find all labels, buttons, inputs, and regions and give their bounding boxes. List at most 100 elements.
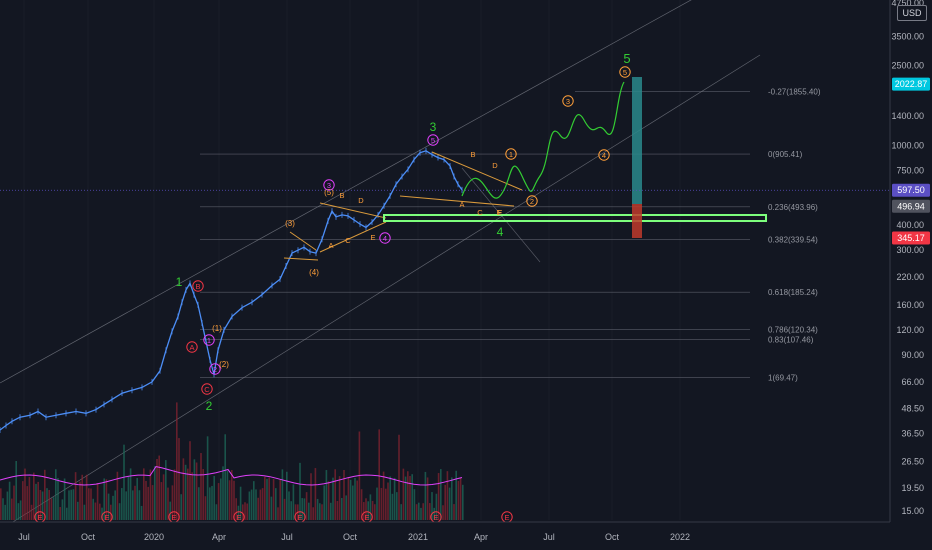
price-label-bg xyxy=(892,183,930,197)
volume-bar xyxy=(24,468,26,520)
volume-bar xyxy=(279,479,281,520)
volume-bar xyxy=(4,504,6,520)
volume-bar xyxy=(191,472,193,520)
volume-bar xyxy=(305,492,308,520)
volume-bar xyxy=(112,495,114,520)
volume-bar xyxy=(50,498,53,520)
volume-bar xyxy=(283,498,286,520)
fib-label: 0(905.41) xyxy=(768,150,803,159)
earnings-marker: E xyxy=(104,513,109,522)
drawings xyxy=(283,77,767,261)
volume-bar xyxy=(255,489,257,520)
volume-bar xyxy=(424,471,427,520)
volume-bar xyxy=(451,477,453,520)
wave-red-b-circle xyxy=(192,280,204,292)
volume-bar xyxy=(327,481,330,520)
time-tick: Oct xyxy=(343,532,358,542)
volume-bar xyxy=(435,493,438,520)
volume-bar xyxy=(202,469,204,520)
volume-bar xyxy=(85,474,88,520)
price-tick: 66.00 xyxy=(901,377,924,387)
volume-bar xyxy=(90,488,92,520)
wave4-lower xyxy=(399,195,515,207)
volume-bar xyxy=(404,476,407,520)
volume-bar xyxy=(429,503,431,520)
wave-orange-circled-1: 1 xyxy=(509,150,513,159)
volume-bar xyxy=(319,503,321,520)
volume-bar xyxy=(235,498,237,520)
volume-bar xyxy=(413,489,416,520)
wave-orange-circled-5-circle xyxy=(619,66,631,78)
volume-bar xyxy=(264,476,266,520)
volume-bar xyxy=(116,471,119,520)
volume-bar xyxy=(244,502,246,520)
volume-bar xyxy=(37,481,39,520)
volume-bar xyxy=(26,486,28,520)
wave-magenta-3: 3 xyxy=(327,181,331,190)
volume-bar xyxy=(2,498,4,520)
earnings-marker: E xyxy=(364,513,369,522)
volume-bar xyxy=(277,507,279,520)
volume-bar xyxy=(136,477,138,520)
wave-red-b: B xyxy=(195,282,200,291)
volume-bar xyxy=(389,476,391,520)
volume-bar xyxy=(341,498,343,520)
correction-letter: B xyxy=(339,191,344,200)
wave-magenta-2: 2 xyxy=(213,365,217,374)
correction-letter: C xyxy=(345,236,351,245)
fib-label: -0.27(1855.40) xyxy=(768,88,821,97)
volume-bar xyxy=(154,466,156,520)
correction-letter: E xyxy=(496,208,501,217)
volume-bar xyxy=(391,493,394,520)
volume-bar xyxy=(94,502,97,520)
volume-bars xyxy=(0,402,464,520)
fib-label: 0.83(107.46) xyxy=(768,336,814,345)
volume-bar xyxy=(28,477,31,520)
volume-bar xyxy=(48,489,50,520)
volume-bar xyxy=(288,491,290,520)
volume-bar xyxy=(83,504,86,520)
time-axis-bg xyxy=(0,522,932,550)
volume-bar xyxy=(398,434,400,520)
price-label-bg xyxy=(892,231,930,245)
volume-bar xyxy=(158,455,160,520)
wave-orange-circled-2: 2 xyxy=(530,197,534,206)
volume-bar xyxy=(367,501,369,520)
volume-bar xyxy=(347,477,350,520)
volume-bar xyxy=(455,470,457,520)
volume-bar xyxy=(360,489,363,520)
volume-bar xyxy=(77,501,79,520)
grid xyxy=(23,0,681,520)
volume-bar xyxy=(312,507,314,520)
volume-bar xyxy=(352,485,354,520)
wave-green-5: 5 xyxy=(623,51,630,66)
wave-orange-circled-4-circle xyxy=(598,149,610,161)
earnings-marker: E xyxy=(171,513,176,522)
volume-bar xyxy=(72,489,75,520)
wave-orange-paren-2: (2) xyxy=(219,360,229,369)
currency-label[interactable]: USD xyxy=(897,5,927,21)
volume-bar xyxy=(431,492,433,520)
volume-bar xyxy=(96,483,99,520)
volume-bar xyxy=(385,488,387,520)
volume-bar xyxy=(125,491,127,520)
volume-bar xyxy=(231,470,233,520)
correction-letter: B xyxy=(470,150,475,159)
volume-bar xyxy=(345,495,347,520)
volume-bar xyxy=(422,503,424,520)
time-tick: Jul xyxy=(281,532,293,542)
projection-path xyxy=(461,81,625,199)
volume-bar xyxy=(334,469,336,520)
price-label: 496.94 xyxy=(897,201,925,211)
volume-bar xyxy=(0,488,2,520)
volume-bar xyxy=(369,494,372,520)
price-label-bg xyxy=(892,199,930,213)
wave-orange-paren-1: (1) xyxy=(212,324,222,333)
volume-bar xyxy=(396,492,398,520)
wave-magenta-1: 1 xyxy=(207,336,211,345)
volume-bar xyxy=(59,507,61,520)
volume-bar xyxy=(134,485,136,520)
pennant-upper xyxy=(289,231,317,251)
fib-label: 0.236(493.96) xyxy=(768,203,818,212)
